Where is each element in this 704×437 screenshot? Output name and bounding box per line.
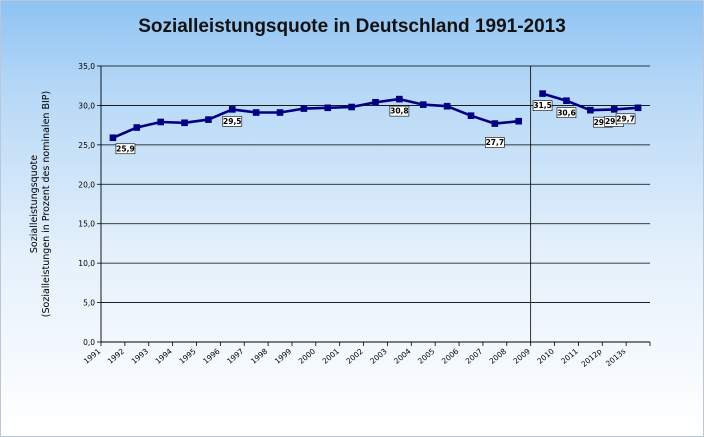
data-point xyxy=(491,120,499,127)
x-tick-label: 2013s xyxy=(604,347,627,369)
data-label: 30,6 xyxy=(557,108,576,117)
data-point xyxy=(109,134,117,142)
data-point xyxy=(419,101,427,108)
data-label-box xyxy=(485,137,505,148)
data-point xyxy=(563,97,570,104)
data-point xyxy=(205,116,212,123)
x-tick-label: 2011 xyxy=(559,346,580,365)
data-label: 30,8 xyxy=(390,107,409,116)
x-tick-label: 2010 xyxy=(535,346,556,365)
data-label: 29,5 xyxy=(605,117,624,126)
data-label: 29,4 xyxy=(594,118,613,127)
x-tick-label: 1997 xyxy=(225,346,246,365)
data-point xyxy=(396,95,403,103)
chart-title: Sozialleistungsquote in Deutschland 1991… xyxy=(138,16,566,37)
data-label-box xyxy=(115,143,136,155)
data-label: 29,7 xyxy=(616,114,635,123)
x-tick-label: 1993 xyxy=(130,346,151,365)
data-point xyxy=(634,104,642,112)
data-label: 29,5 xyxy=(223,117,242,126)
data-point xyxy=(539,90,546,97)
x-tick-label: 2007 xyxy=(464,346,485,365)
x-tick-label: 2006 xyxy=(440,346,461,365)
y-tick-label: 0,0 xyxy=(83,338,95,347)
data-label: 31,5 xyxy=(533,101,552,110)
x-tick-label: 1994 xyxy=(153,346,174,365)
data-point xyxy=(348,103,355,111)
data-point xyxy=(300,105,308,112)
x-tick-label: 2009 xyxy=(512,346,533,365)
y-axis-label: Sozialleistungsquote (Sozialleistungen i… xyxy=(29,91,52,317)
y-axis-label-line1: Sozialleistungsquote xyxy=(29,155,40,253)
series-line xyxy=(112,97,519,139)
data-point xyxy=(252,109,260,116)
series-group xyxy=(109,90,642,142)
data-point xyxy=(372,98,379,106)
y-tick-label: 20,0 xyxy=(78,180,95,189)
data-point xyxy=(587,106,594,114)
y-tick-label: 5,0 xyxy=(83,299,95,308)
x-tick-label: 1995 xyxy=(177,346,198,365)
y-tick-label: 35,0 xyxy=(78,62,95,71)
x-tick-label: 1992 xyxy=(106,346,127,365)
data-point xyxy=(228,106,236,113)
data-point xyxy=(610,106,618,113)
x-tick-label: 2012p xyxy=(579,346,603,368)
data-point xyxy=(443,102,451,110)
data-label-box xyxy=(389,105,410,117)
x-tick-label: 2002 xyxy=(344,346,365,365)
y-tick-label: 10,0 xyxy=(78,259,95,268)
x-tick-label: 1991 xyxy=(82,346,103,365)
y-axis-label-line2: (Sozialleistungen in Prozent des nominal… xyxy=(41,91,52,317)
data-point xyxy=(276,109,284,116)
x-tick-label: 2005 xyxy=(416,346,437,365)
y-tick-label: 30,0 xyxy=(78,101,95,110)
data-label-box xyxy=(532,100,553,111)
x-tick-label: 1998 xyxy=(249,346,270,365)
data-label-box xyxy=(615,113,636,125)
data-point xyxy=(157,118,164,126)
x-tick-label: 2000 xyxy=(297,346,318,365)
data-label-box xyxy=(222,116,243,127)
x-axis-ticks: 1991 1992 1993 1994 1995 1996 1997 1998 1999 2000… xyxy=(82,342,651,369)
data-labels: 25,929,530,827,731,530,629,429,529,7 xyxy=(115,100,636,155)
x-tick-label: 2004 xyxy=(392,346,413,365)
data-point xyxy=(467,112,475,119)
data-point xyxy=(133,124,141,131)
y-tick-label: 25,0 xyxy=(78,141,95,150)
data-point xyxy=(324,104,332,112)
x-tick-label: 2008 xyxy=(488,346,509,365)
x-tick-label: 1999 xyxy=(273,346,294,365)
x-tick-label: 2001 xyxy=(321,346,342,365)
y-axis-ticks: 0,0 5,0 10,0 15,0 20,0 25,0 30,0 35,0 xyxy=(78,62,101,347)
data-point xyxy=(181,119,188,127)
data-label: 27,7 xyxy=(486,138,505,147)
x-tick-label: 2003 xyxy=(368,346,389,365)
x-tick-label: 1996 xyxy=(201,346,222,365)
y-tick-label: 15,0 xyxy=(78,220,95,229)
data-label-box xyxy=(556,107,577,118)
data-point xyxy=(515,117,523,125)
data-label: 25,9 xyxy=(116,144,135,153)
